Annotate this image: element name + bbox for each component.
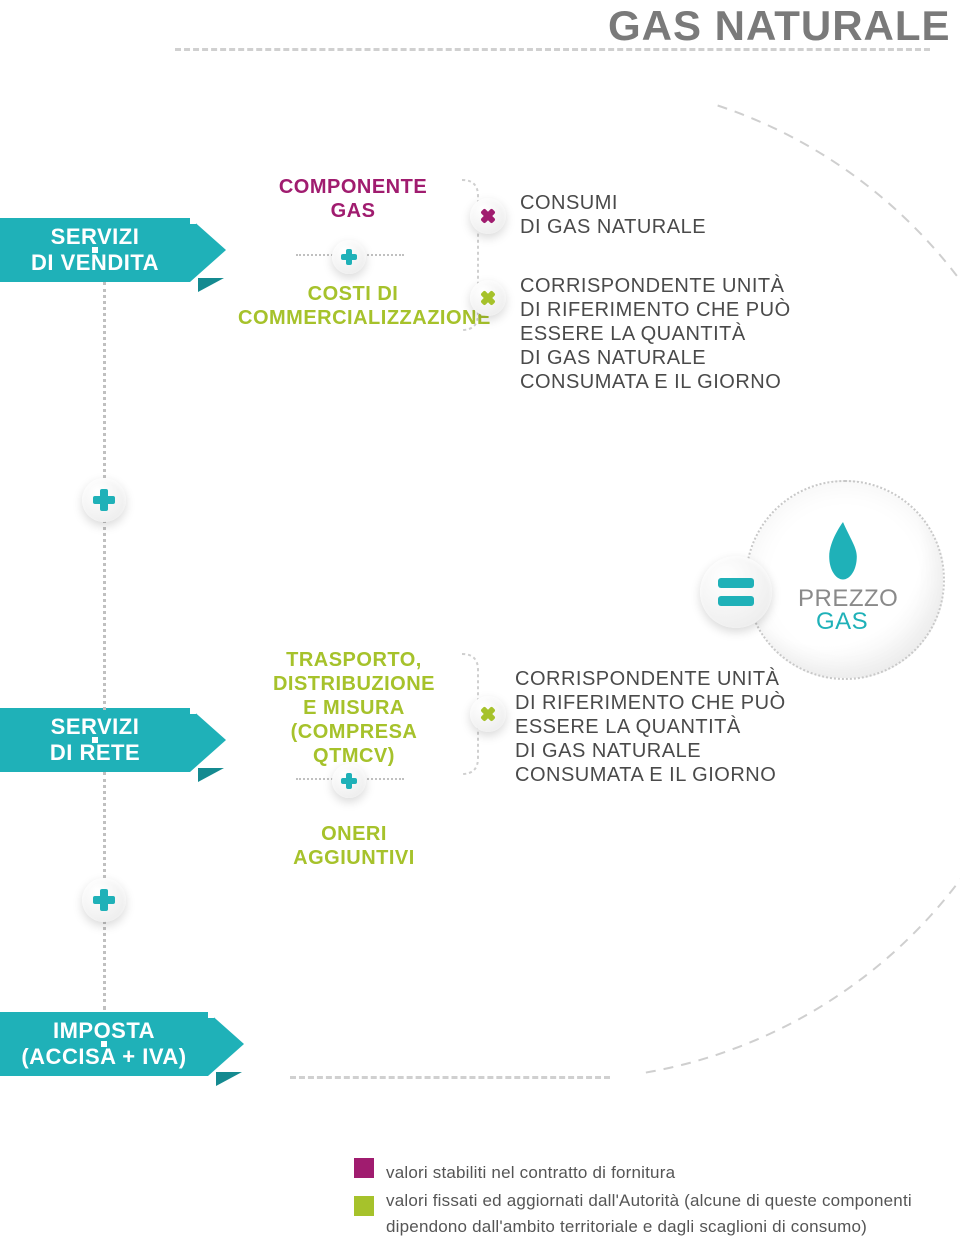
text-unita-1: CORRISPONDENTE UNITÀDI RIFERIMENTO CHE P… bbox=[520, 274, 791, 394]
label-oneri: ONERI AGGIUNTIVI bbox=[266, 822, 442, 870]
multiply-icon bbox=[470, 696, 506, 732]
arrow-imposta: IMPOSTA(ACCISA + IVA) bbox=[0, 1012, 208, 1076]
label-componente-gas: COMPONENTEGAS bbox=[244, 175, 462, 223]
vline bbox=[103, 282, 106, 478]
multiply-icon bbox=[470, 198, 506, 234]
plus-icon bbox=[82, 878, 126, 922]
legend-swatch bbox=[354, 1158, 374, 1178]
vline bbox=[103, 520, 106, 710]
label-costi-commerc: COSTI DICOMMERCIALIZZAZIONE bbox=[238, 282, 468, 330]
text-consumi: CONSUMIDI GAS NATURALE bbox=[520, 191, 706, 239]
label-trasporto: TRASPORTO,DISTRIBUZIONEE MISURA(COMPRESA… bbox=[255, 648, 453, 768]
arrow-servizi-vendita: SERVIZIDI VENDITA bbox=[0, 218, 190, 282]
page-title: GAS NATURALE bbox=[608, 2, 951, 50]
arrow-servizi-rete: SERVIZIDI RETE bbox=[0, 708, 190, 772]
title-divider bbox=[175, 48, 930, 51]
multiply-icon bbox=[470, 280, 506, 316]
plus-icon bbox=[332, 764, 366, 798]
vline bbox=[103, 772, 106, 878]
plus-icon bbox=[332, 240, 366, 274]
equals-icon bbox=[700, 556, 772, 628]
vline bbox=[103, 920, 106, 1010]
bottom-dash bbox=[290, 1076, 610, 1079]
legend-text: valori stabiliti nel contratto di fornit… bbox=[386, 1160, 956, 1186]
legend-swatch bbox=[354, 1196, 374, 1216]
plus-icon bbox=[82, 478, 126, 522]
flame-icon bbox=[820, 522, 866, 587]
text-unita-2: CORRISPONDENTE UNITÀDI RIFERIMENTO CHE P… bbox=[515, 667, 786, 787]
gas-label: GAS bbox=[816, 608, 868, 636]
legend-text: valori fissati ed aggiornati dall'Autori… bbox=[386, 1188, 956, 1239]
